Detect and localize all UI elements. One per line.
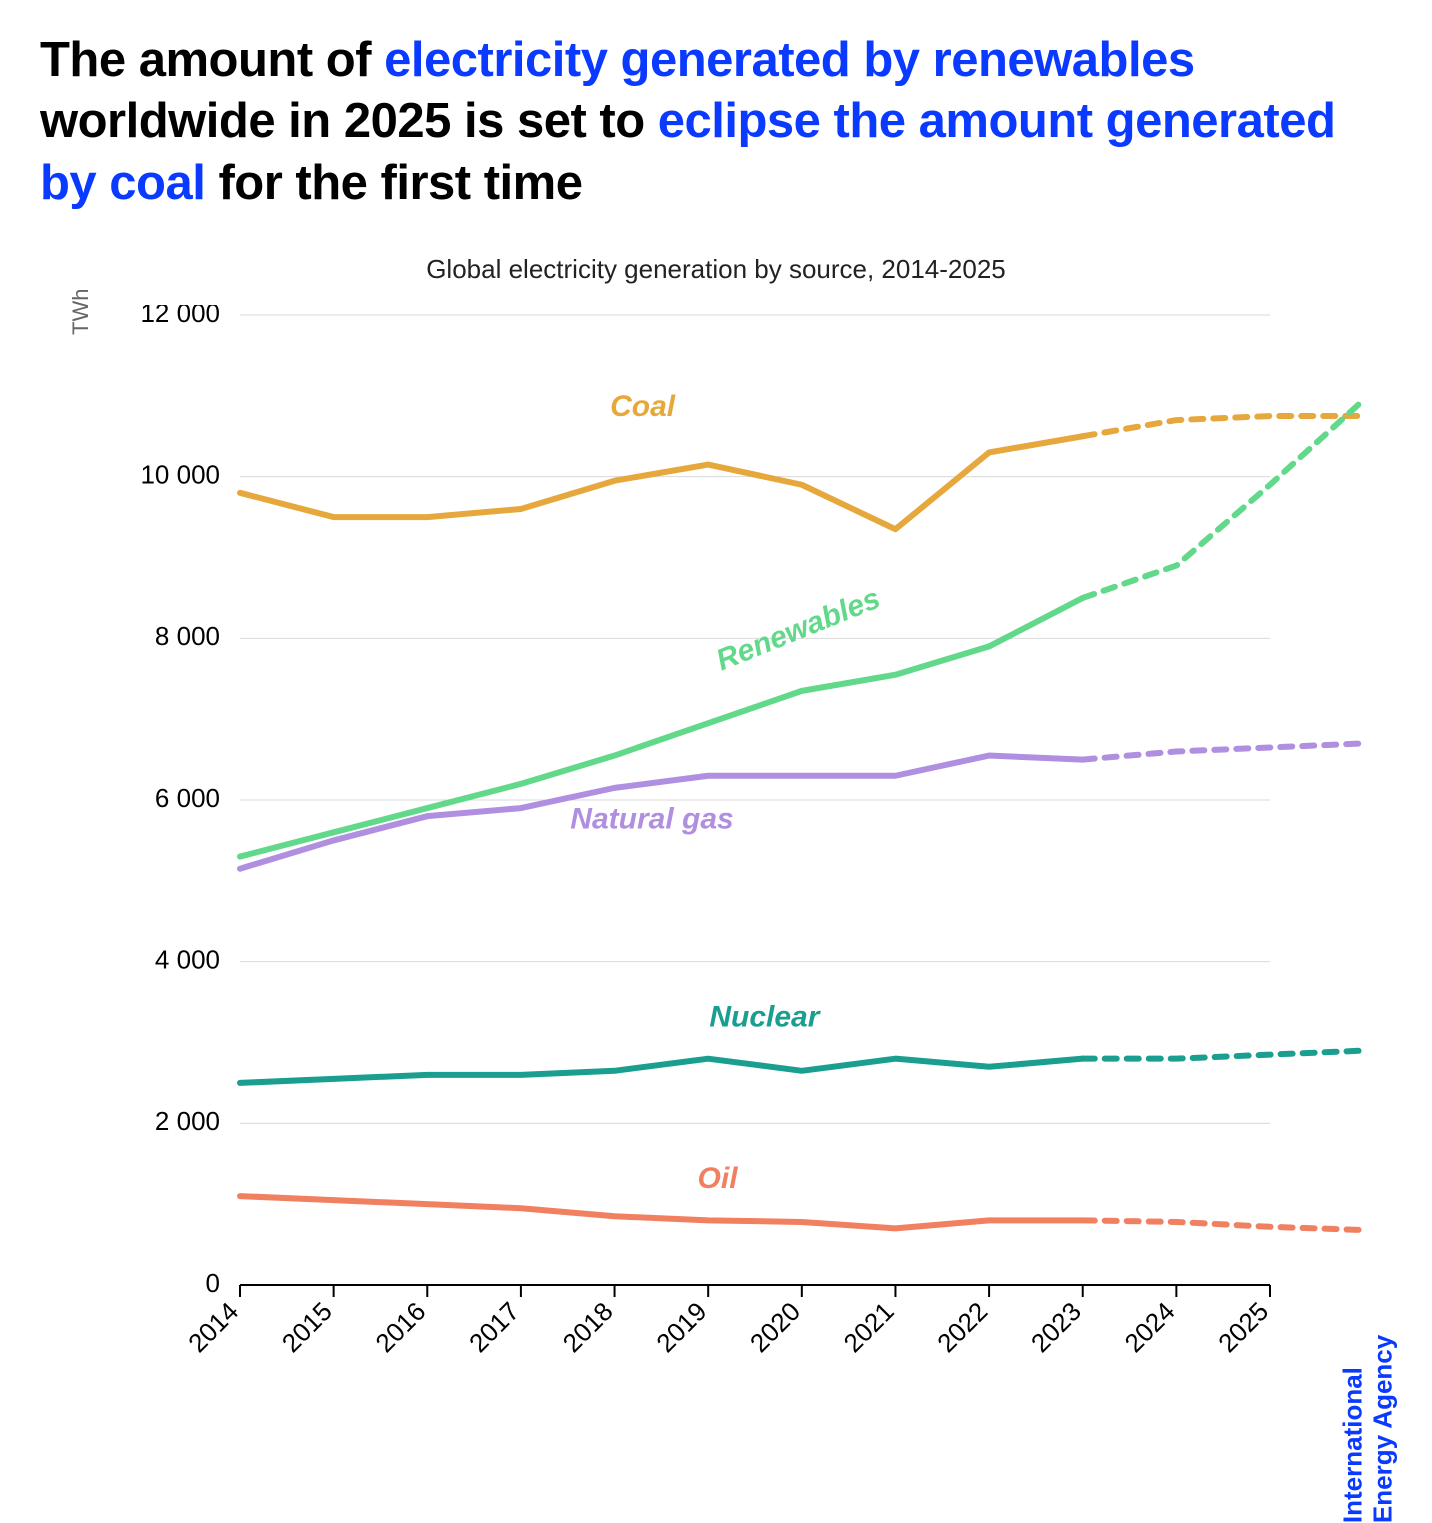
- x-tick-label: 2021: [838, 1296, 900, 1358]
- x-tick-label: 2019: [650, 1296, 712, 1358]
- series-nuclear: [240, 1058, 1083, 1082]
- headline: The amount of electricity generated by r…: [40, 30, 1392, 214]
- chart-subtitle: Global electricity generation by source,…: [40, 254, 1392, 285]
- series-label-renewables: Renewables: [712, 581, 885, 677]
- x-tick-label: 2017: [463, 1296, 525, 1358]
- source-attribution: International Energy Agency: [1338, 1335, 1398, 1523]
- series-oil: [240, 1196, 1083, 1228]
- headline-span: worldwide in 2025 is set to: [40, 94, 658, 148]
- y-tick-label: 8 000: [155, 621, 220, 651]
- headline-span: The amount of: [40, 33, 384, 87]
- x-tick-label: 2016: [369, 1296, 431, 1358]
- series-natural-gas-forecast: [1083, 743, 1364, 759]
- y-axis-label: TWh: [68, 288, 94, 334]
- series-nuclear-forecast: [1083, 1050, 1364, 1058]
- headline-span: for the first time: [205, 156, 582, 210]
- x-tick-label: 2022: [931, 1296, 993, 1358]
- x-tick-label: 2025: [1212, 1296, 1274, 1358]
- x-tick-label: 2023: [1025, 1296, 1087, 1358]
- x-tick-label: 2020: [744, 1296, 806, 1358]
- chart-container: TWh 02 0004 0006 0008 00010 00012 000201…: [40, 305, 1392, 1415]
- y-tick-label: 10 000: [140, 459, 220, 489]
- y-tick-label: 12 000: [140, 305, 220, 328]
- series-coal-forecast: [1083, 416, 1364, 436]
- y-tick-label: 4 000: [155, 944, 220, 974]
- page: The amount of electricity generated by r…: [0, 0, 1432, 1448]
- line-chart: 0 2 000 4 000 6 000 8 000 10 000 12 000 2014 201…: [40, 305, 1392, 1415]
- series-label-oil: Oil: [698, 1162, 739, 1195]
- x-tick-label: 2015: [276, 1296, 338, 1358]
- y-tick-label: 0: [206, 1268, 220, 1298]
- headline-accent-span: electricity generated by renewables: [384, 33, 1194, 87]
- y-tick-label: 2 000: [155, 1106, 220, 1136]
- x-tick-label: 2024: [1118, 1296, 1180, 1358]
- series-label-nuclear: Nuclear: [709, 1000, 821, 1033]
- y-tick-label: 6 000: [155, 783, 220, 813]
- series-oil-forecast: [1083, 1220, 1364, 1230]
- series-coal: [240, 436, 1083, 529]
- x-tick-label: 2018: [557, 1296, 619, 1358]
- series-label-coal: Coal: [610, 390, 676, 423]
- x-tick-label: 2014: [182, 1296, 244, 1358]
- series-label-natural-gas: Natural gas: [570, 802, 733, 835]
